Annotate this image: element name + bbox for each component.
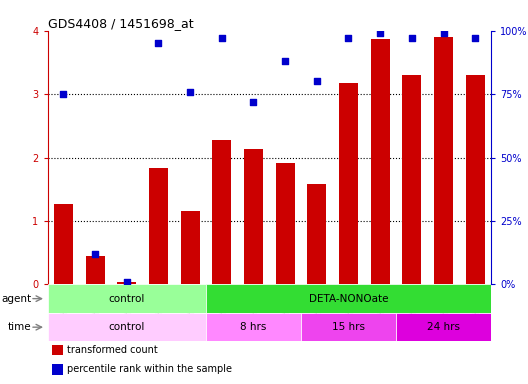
Text: GSM549089: GSM549089: [345, 290, 352, 332]
Text: GSM549086: GSM549086: [250, 290, 257, 332]
Bar: [244, 149, 263, 285]
Text: GSM549084: GSM549084: [187, 290, 193, 332]
Text: GSM549087: GSM549087: [282, 290, 288, 332]
Text: agent: agent: [2, 294, 32, 304]
Text: 24 hrs: 24 hrs: [427, 322, 460, 332]
Point: [376, 30, 384, 36]
Text: control: control: [109, 322, 145, 332]
Text: GSM549090: GSM549090: [377, 290, 383, 332]
Point: [249, 99, 258, 105]
Text: control: control: [109, 294, 145, 304]
Point: [471, 35, 479, 41]
Bar: [307, 184, 326, 285]
Text: GDS4408 / 1451698_at: GDS4408 / 1451698_at: [48, 17, 193, 30]
Bar: [466, 75, 485, 285]
FancyBboxPatch shape: [206, 285, 491, 313]
Bar: [54, 204, 73, 285]
Text: GSM549085: GSM549085: [219, 290, 225, 332]
Point: [439, 30, 448, 36]
Text: GSM549093: GSM549093: [472, 290, 478, 332]
Text: GSM549083: GSM549083: [155, 290, 162, 332]
Text: GSM549080: GSM549080: [60, 290, 67, 332]
Bar: [402, 75, 421, 285]
Text: DETA-NONOate: DETA-NONOate: [309, 294, 388, 304]
Text: transformed count: transformed count: [68, 345, 158, 355]
Bar: [52, 345, 63, 356]
Text: GSM549091: GSM549091: [409, 290, 415, 332]
Bar: [117, 282, 136, 285]
Point: [154, 40, 163, 46]
Bar: [212, 140, 231, 285]
FancyBboxPatch shape: [206, 313, 301, 341]
Point: [91, 251, 99, 257]
Text: 15 hrs: 15 hrs: [332, 322, 365, 332]
Text: time: time: [8, 322, 32, 332]
Bar: [276, 163, 295, 285]
FancyBboxPatch shape: [48, 313, 206, 341]
Point: [281, 58, 289, 64]
Point: [186, 89, 194, 95]
Bar: [149, 168, 168, 285]
Bar: [86, 256, 105, 285]
Text: GSM549082: GSM549082: [124, 290, 130, 332]
Bar: [52, 364, 63, 374]
Text: 8 hrs: 8 hrs: [240, 322, 267, 332]
Bar: [181, 212, 200, 285]
Text: percentile rank within the sample: percentile rank within the sample: [68, 364, 232, 374]
FancyBboxPatch shape: [48, 285, 206, 313]
Bar: [339, 83, 358, 285]
Point: [59, 91, 68, 97]
Bar: [371, 39, 390, 285]
FancyBboxPatch shape: [301, 313, 396, 341]
Point: [344, 35, 353, 41]
Point: [313, 78, 321, 84]
Text: GSM549092: GSM549092: [440, 290, 447, 332]
Text: GSM549088: GSM549088: [314, 290, 320, 332]
Bar: [434, 37, 453, 285]
Point: [408, 35, 416, 41]
Point: [122, 279, 131, 285]
FancyBboxPatch shape: [396, 313, 491, 341]
Point: [218, 35, 226, 41]
Text: GSM549081: GSM549081: [92, 290, 98, 332]
